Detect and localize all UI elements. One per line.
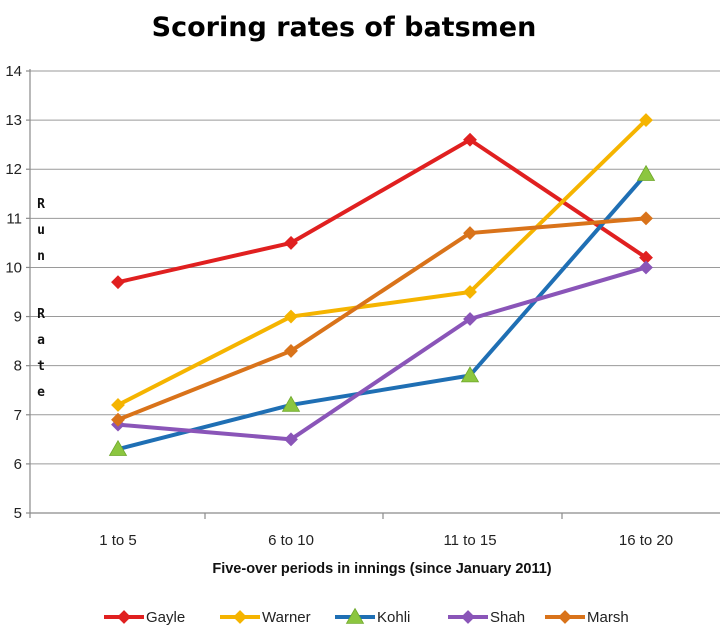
y-tick-label: 13 bbox=[5, 112, 22, 129]
y-tick-label: 5 bbox=[14, 505, 22, 522]
legend-item-marsh: Marsh bbox=[545, 609, 629, 626]
shah-point bbox=[639, 260, 653, 275]
shah-point bbox=[463, 312, 477, 326]
legend-item-kohli: Kohli bbox=[335, 607, 410, 626]
series-lines bbox=[108, 113, 656, 456]
kohli-point bbox=[281, 395, 301, 412]
shah-line bbox=[116, 265, 648, 442]
warner-point bbox=[111, 398, 125, 412]
series-shah bbox=[111, 260, 653, 447]
marsh-point bbox=[639, 211, 653, 226]
y-tick-label: 12 bbox=[5, 161, 22, 178]
warner-point bbox=[284, 309, 298, 324]
y-axis-label-letter: u bbox=[37, 223, 45, 238]
gridlines bbox=[30, 70, 720, 465]
legend-label-gayle: Gayle bbox=[146, 609, 185, 626]
kohli-point bbox=[460, 366, 480, 383]
marsh-point bbox=[284, 344, 298, 358]
shah-point bbox=[284, 432, 298, 447]
legend-marker-marsh bbox=[558, 610, 572, 624]
y-axis-label-letter: R bbox=[37, 197, 45, 212]
x-tick-labels: 1 to 5 6 to 10 11 to 15 16 to 20 bbox=[99, 532, 673, 549]
axes bbox=[26, 69, 720, 519]
series-gayle bbox=[111, 132, 653, 290]
y-axis-label-letter: e bbox=[37, 385, 45, 400]
gayle-point bbox=[463, 132, 477, 147]
marsh-point bbox=[111, 412, 125, 427]
y-tick-label: 14 bbox=[5, 63, 22, 80]
legend-label-warner: Warner bbox=[262, 609, 311, 626]
legend-marker-warner bbox=[233, 610, 247, 624]
y-axis-label-letter: R bbox=[37, 307, 45, 322]
y-axis-label-letter: n bbox=[37, 249, 45, 264]
y-tick-labels: 5 6 7 8 9 10 11 12 13 14 bbox=[5, 63, 22, 522]
y-tick-label: 6 bbox=[14, 456, 22, 473]
legend-label-kohli: Kohli bbox=[377, 609, 410, 626]
series-kohli bbox=[108, 164, 656, 456]
y-axis-label-letter: a bbox=[37, 333, 45, 348]
kohli-point bbox=[108, 439, 128, 456]
warner-line bbox=[116, 118, 648, 407]
marsh-line bbox=[116, 216, 648, 422]
y-tick-label: 11 bbox=[6, 210, 22, 227]
x-tick-label: 11 to 15 bbox=[443, 532, 496, 549]
legend-marker-shah bbox=[461, 610, 475, 624]
legend: Gayle Warner Kohli Shah Marsh bbox=[104, 607, 629, 626]
legend-item-shah: Shah bbox=[448, 609, 525, 626]
x-tick-label: 16 to 20 bbox=[619, 532, 673, 549]
x-tick-label: 6 to 10 bbox=[268, 532, 314, 549]
x-tick-label: 1 to 5 bbox=[99, 532, 137, 549]
series-marsh bbox=[111, 211, 653, 427]
marsh-point bbox=[463, 226, 477, 240]
x-axis-label: Five-over periods in innings (since Janu… bbox=[212, 561, 551, 577]
warner-point bbox=[639, 113, 653, 128]
series-warner bbox=[111, 113, 653, 412]
y-tick-label: 9 bbox=[14, 309, 22, 326]
legend-marker-kohli bbox=[345, 607, 365, 624]
kohli-line bbox=[116, 172, 648, 452]
y-tick-label: 8 bbox=[14, 358, 22, 375]
legend-item-gayle: Gayle bbox=[104, 609, 185, 626]
y-tick-label: 10 bbox=[5, 259, 22, 276]
legend-item-warner: Warner bbox=[220, 609, 311, 626]
legend-label-shah: Shah bbox=[490, 609, 525, 626]
gayle-point bbox=[111, 275, 125, 290]
gayle-line bbox=[116, 137, 648, 285]
y-axis-label-letter: t bbox=[37, 359, 45, 374]
gayle-point bbox=[284, 235, 298, 250]
chart-title: Scoring rates of batsmen bbox=[152, 12, 537, 43]
legend-label-marsh: Marsh bbox=[587, 609, 629, 626]
y-tick-label: 7 bbox=[14, 407, 22, 424]
kohli-point bbox=[636, 164, 656, 181]
legend-marker-gayle bbox=[117, 610, 131, 624]
warner-point bbox=[463, 285, 477, 299]
